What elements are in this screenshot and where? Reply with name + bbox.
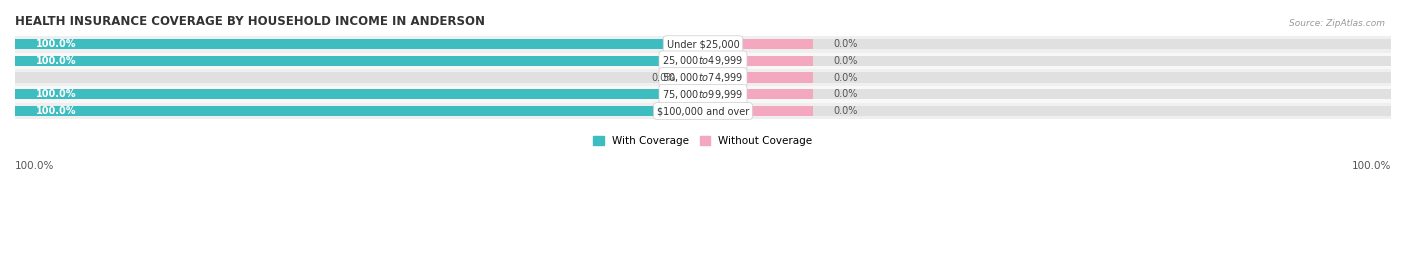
Bar (15, 106, 1391, 116)
Text: 100.0%: 100.0% (15, 161, 55, 171)
Bar (15, 56, 703, 66)
Text: $25,000 to $49,999: $25,000 to $49,999 (662, 54, 744, 68)
Text: $50,000 to $74,999: $50,000 to $74,999 (662, 71, 744, 84)
Bar (15, 39, 1391, 49)
Text: 100.0%: 100.0% (35, 39, 76, 49)
Text: Under $25,000: Under $25,000 (666, 39, 740, 49)
Text: 0.0%: 0.0% (651, 73, 675, 83)
Text: $75,000 to $99,999: $75,000 to $99,999 (662, 88, 744, 101)
Bar (15, 106, 703, 116)
Bar (717, 106, 813, 116)
Text: 0.0%: 0.0% (834, 56, 858, 66)
Text: $100,000 and over: $100,000 and over (657, 106, 749, 116)
Text: HEALTH INSURANCE COVERAGE BY HOUSEHOLD INCOME IN ANDERSON: HEALTH INSURANCE COVERAGE BY HOUSEHOLD I… (15, 15, 485, 28)
Text: 100.0%: 100.0% (35, 56, 76, 66)
Bar (15, 89, 1391, 100)
Bar (15, 52, 1391, 69)
Text: 0.0%: 0.0% (834, 73, 858, 83)
Bar (15, 89, 703, 100)
Bar (717, 72, 813, 83)
Text: 100.0%: 100.0% (35, 106, 76, 116)
Text: Source: ZipAtlas.com: Source: ZipAtlas.com (1289, 19, 1385, 28)
Text: 100.0%: 100.0% (1351, 161, 1391, 171)
Text: 0.0%: 0.0% (834, 39, 858, 49)
Bar (15, 39, 703, 49)
Bar (15, 56, 1391, 66)
Bar (15, 86, 1391, 103)
Bar (15, 103, 1391, 119)
Text: 0.0%: 0.0% (834, 89, 858, 99)
Legend: With Coverage, Without Coverage: With Coverage, Without Coverage (589, 132, 817, 150)
Bar (717, 89, 813, 100)
Text: 100.0%: 100.0% (35, 89, 76, 99)
Bar (717, 56, 813, 66)
Bar (15, 36, 1391, 52)
Bar (717, 39, 813, 49)
Bar (15, 69, 1391, 86)
Bar (15, 72, 1391, 83)
Text: 0.0%: 0.0% (834, 106, 858, 116)
